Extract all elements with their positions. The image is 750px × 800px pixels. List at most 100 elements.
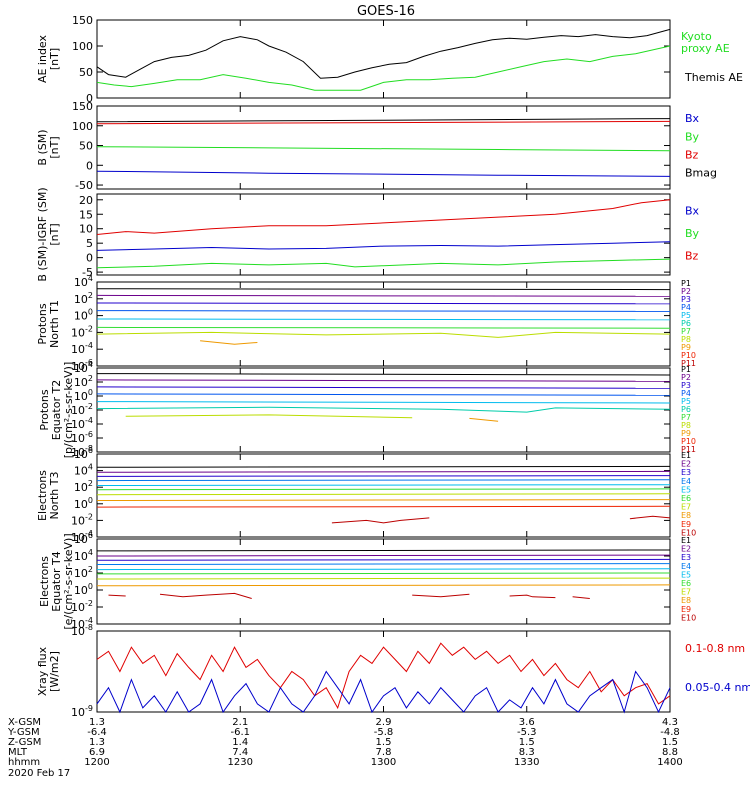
- legend-entry: By: [685, 130, 700, 143]
- legend-entry: P3: [681, 381, 691, 390]
- y-axis-label: Protons: [36, 303, 49, 344]
- legend-entry: E8: [681, 596, 691, 605]
- footer-value: 2.1: [232, 717, 248, 728]
- y-tick-label: -5: [82, 266, 93, 279]
- legend-entry: E7: [681, 588, 691, 597]
- y-tick-label: 100: [72, 40, 93, 53]
- footer-value: -6.1: [230, 727, 250, 738]
- footer-row-label: hhmm: [8, 757, 40, 768]
- series-p3: [96, 386, 671, 389]
- y-tick-label: 104: [74, 463, 93, 478]
- y-axis-label: North T3: [48, 472, 61, 520]
- series-p2: [96, 379, 671, 382]
- series-e8: [96, 499, 671, 501]
- y-tick-label: 10: [79, 223, 93, 236]
- footer-value: 1330: [514, 757, 539, 768]
- legend-entry: P8: [681, 421, 691, 430]
- series-e5: [96, 568, 671, 571]
- y-tick-label: 150: [72, 14, 93, 27]
- legend-entry: P8: [681, 335, 691, 344]
- y-tick-label: 104: [74, 274, 93, 289]
- legend-entry: P2: [681, 287, 691, 296]
- y-axis-label: AE index: [36, 34, 49, 83]
- series-e2: [96, 470, 671, 473]
- footer-value: -5.3: [517, 727, 537, 738]
- footer-value: 1.5: [662, 737, 678, 748]
- footer-row-label: Z-GSM: [8, 737, 41, 748]
- y-tick-label: 10-2: [71, 512, 93, 527]
- legend-entry: P3: [681, 295, 691, 304]
- y-axis-label: Electrons: [38, 556, 51, 607]
- footer-value: -6.4: [87, 727, 107, 738]
- series-themis-ae: [96, 28, 671, 79]
- y-axis-label: [nT]: [48, 136, 61, 158]
- footer-value: 7.8: [376, 747, 392, 758]
- y-tick-label: 102: [74, 479, 93, 494]
- y-tick-label: 10-2: [71, 324, 93, 339]
- series-p6: [96, 406, 671, 413]
- plot-frame: [96, 19, 671, 99]
- legend-entry: proxy AE: [681, 42, 730, 55]
- figure-title: GOES-16: [357, 4, 415, 19]
- legend-entry: P1: [681, 365, 691, 374]
- series-bx: [96, 170, 671, 177]
- footer-value: 7.4: [232, 747, 248, 758]
- y-tick-label: 100: [74, 496, 93, 511]
- y-tick-label: 100: [74, 582, 93, 597]
- y-tick-label: 10-4: [71, 341, 93, 356]
- series-e10e: [572, 596, 590, 599]
- legend-entry: E10: [681, 613, 696, 622]
- series-e10b: [159, 592, 252, 599]
- plot-frame: [96, 281, 671, 367]
- y-axis-label: B (SM)-IGRF (SM): [36, 187, 49, 281]
- series-e10a: [108, 594, 126, 597]
- legend-entry: P4: [681, 303, 691, 312]
- y-tick-label: 50: [79, 140, 93, 153]
- series-p3: [96, 302, 671, 305]
- series-bmag: [96, 118, 671, 123]
- series-kyoto-proxy-ae: [96, 45, 671, 91]
- plot-frame: [96, 630, 671, 713]
- legend-entry: E5: [681, 485, 691, 494]
- legend-entry: Themis AE: [684, 71, 743, 84]
- y-tick-label: 50: [79, 66, 93, 79]
- series-p4: [96, 310, 671, 312]
- y-axis-label: Electrons: [36, 470, 49, 521]
- series-0-1-0-8-nm: [96, 642, 671, 710]
- series-e7: [96, 493, 671, 496]
- legend-entry: P9: [681, 429, 691, 438]
- footer-value: 3.6: [519, 717, 535, 728]
- footer-value: 1.5: [376, 737, 392, 748]
- y-tick-label: -50: [75, 179, 93, 192]
- series-bz: [96, 120, 671, 125]
- legend-entry: P7: [681, 327, 691, 336]
- footer-row-label: X-GSM: [8, 717, 41, 728]
- legend-entry: Bx: [685, 112, 700, 125]
- series-e10a: [331, 517, 430, 524]
- footer-value: 1400: [657, 757, 682, 768]
- legend-entry: E2: [681, 545, 691, 554]
- footer-value: 2.9: [376, 717, 392, 728]
- series-e4: [96, 479, 671, 482]
- y-axis-label: B (SM): [36, 129, 49, 165]
- series-bz: [96, 199, 671, 235]
- series-by: [96, 146, 671, 152]
- legend-entry: E2: [681, 460, 691, 469]
- y-tick-label: 15: [79, 208, 93, 221]
- legend-entry: P4: [681, 389, 691, 398]
- plot-frame: [96, 193, 671, 276]
- series-e8: [96, 584, 671, 587]
- footer-value: 1.3: [89, 737, 105, 748]
- series-e10d: [509, 594, 556, 599]
- series-0-05-0-4-nm: [96, 670, 671, 714]
- series-p4: [96, 393, 671, 396]
- footer-value: 1.4: [232, 737, 248, 748]
- legend-entry: Kyoto: [681, 30, 712, 43]
- legend-entry: E4: [681, 477, 691, 486]
- legend-entry: P6: [681, 405, 691, 414]
